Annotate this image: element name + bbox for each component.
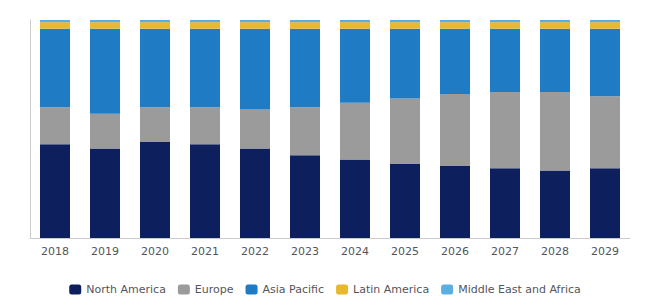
- svg-text:2027: 2027: [491, 245, 519, 258]
- svg-text:Europe: Europe: [195, 283, 234, 296]
- svg-text:2024: 2024: [341, 245, 369, 258]
- svg-text:2025: 2025: [391, 245, 419, 258]
- svg-text:2023: 2023: [291, 245, 319, 258]
- svg-text:2020: 2020: [141, 245, 169, 258]
- svg-text:North America: North America: [86, 283, 166, 296]
- svg-text:2021: 2021: [191, 245, 219, 258]
- svg-text:Asia Pacific: Asia Pacific: [263, 283, 325, 296]
- svg-text:2022: 2022: [241, 245, 269, 258]
- svg-text:Latin America: Latin America: [353, 283, 429, 296]
- svg-text:Middle East and Africa: Middle East and Africa: [458, 283, 581, 296]
- svg-text:2029: 2029: [591, 245, 619, 258]
- svg-text:2026: 2026: [441, 245, 469, 258]
- svg-text:2019: 2019: [91, 245, 119, 258]
- svg-text:2018: 2018: [41, 245, 69, 258]
- svg-text:2028: 2028: [541, 245, 569, 258]
